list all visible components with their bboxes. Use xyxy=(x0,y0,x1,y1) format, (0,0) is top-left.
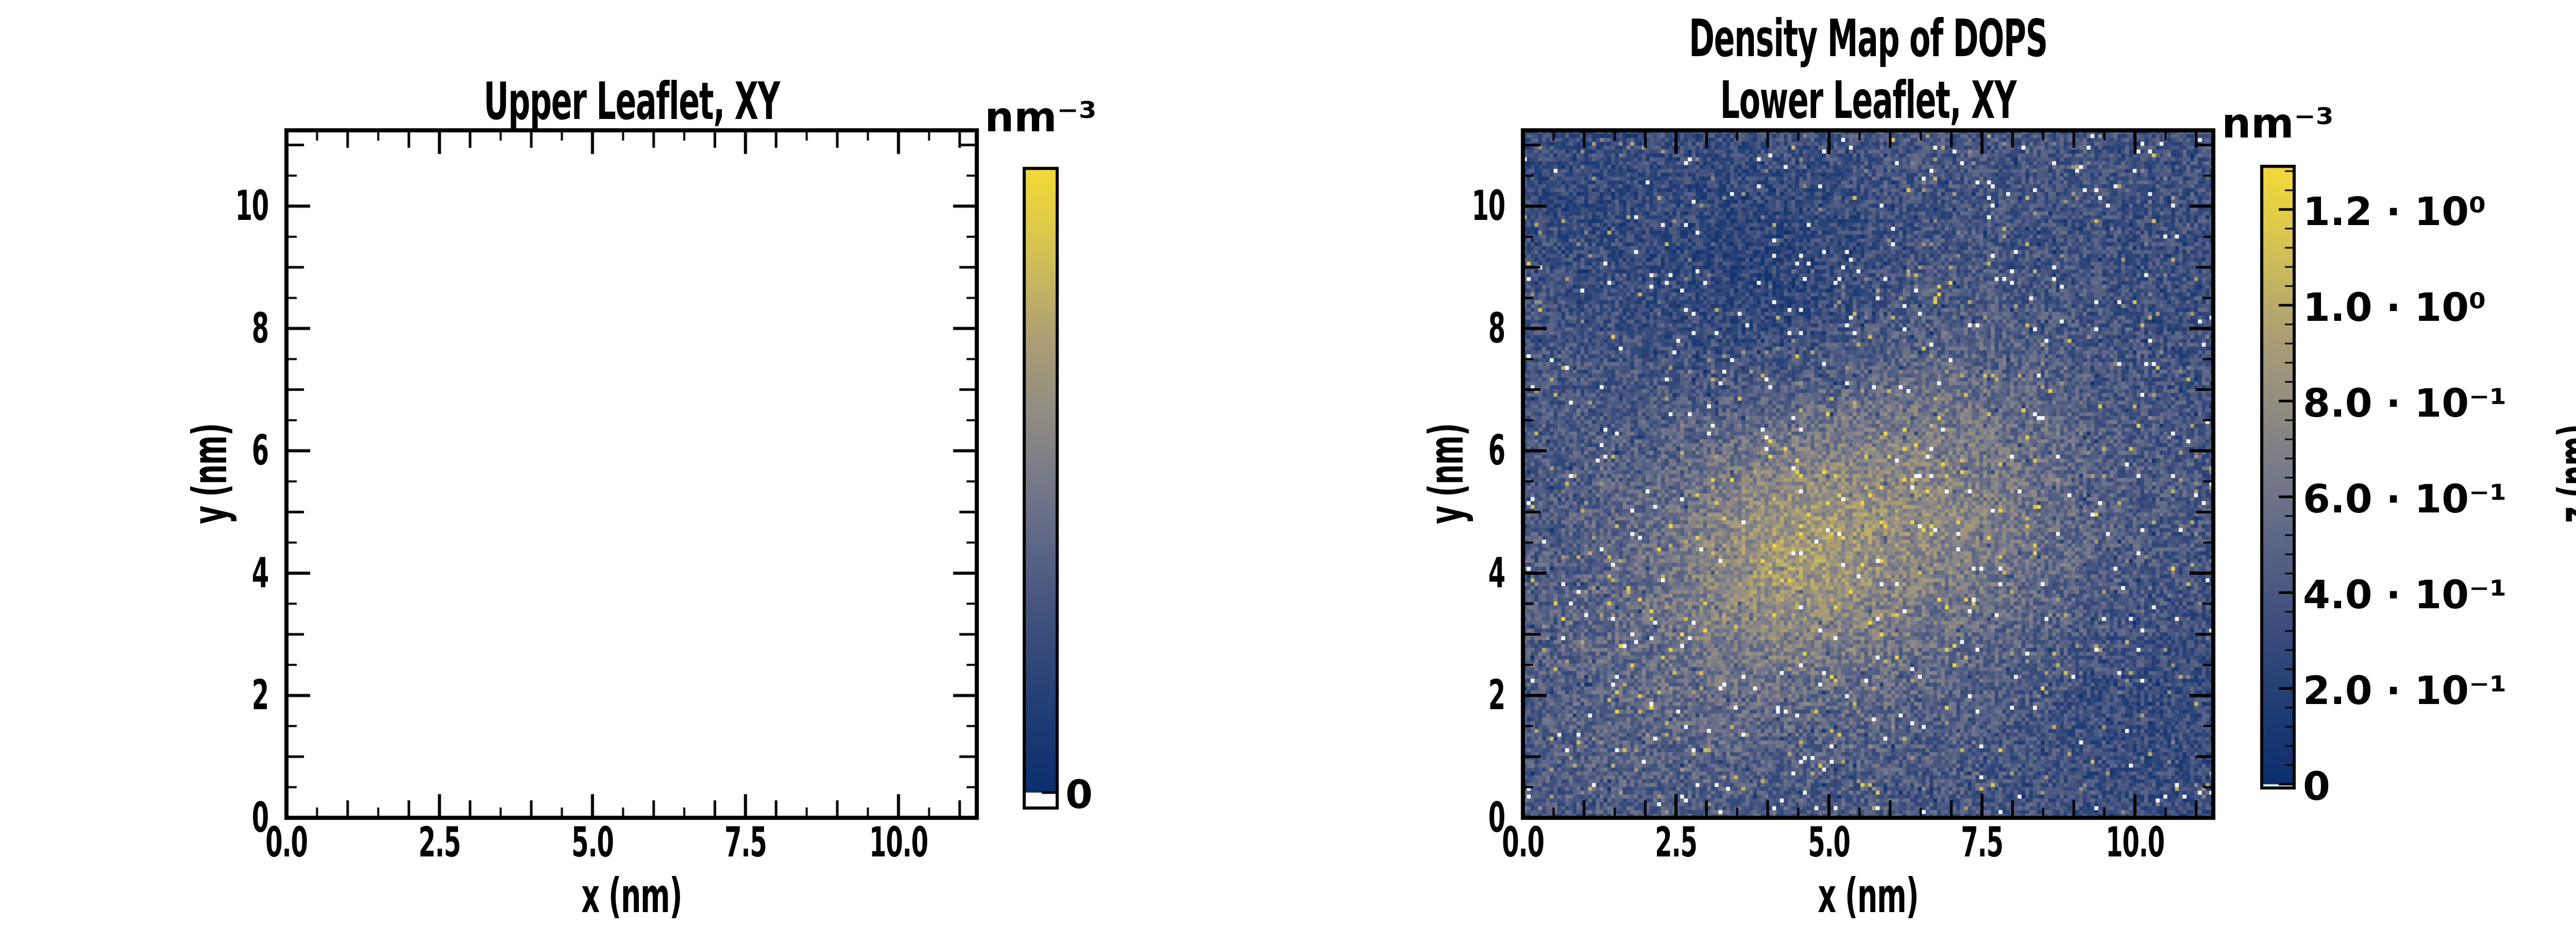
y-tick-label: 6 xyxy=(1488,426,1505,475)
y-tick-label: 0 xyxy=(1488,794,1505,842)
x-tick-label: 0.0 xyxy=(265,818,308,866)
x-tick-label: 10.0 xyxy=(869,818,928,866)
colorbar1-tick-label: 0 xyxy=(1065,771,1093,817)
y-tick-label: 10 xyxy=(235,182,269,230)
figure-suptitle: Density Map of DOPS xyxy=(1689,8,2048,68)
y-tick-label: 2 xyxy=(251,671,269,719)
y-tick-label: 2 xyxy=(1488,671,1505,719)
x-tick-label: 10.0 xyxy=(2106,818,2165,866)
panel1-xlabel: x (nm) xyxy=(581,868,683,923)
x-tick-label: 2.5 xyxy=(1655,818,1698,866)
y-tick-label: 8 xyxy=(1488,304,1505,352)
x-tick-label: 7.5 xyxy=(724,818,767,866)
x-tick-label: 7.5 xyxy=(1961,818,2004,866)
colorbar2-tick-label: 6.0 · 10⁻¹ xyxy=(2303,475,2507,522)
colorbar2-tick-label: 1.2 · 10⁰ xyxy=(2303,188,2486,234)
panel3-ylabel: z (nm) xyxy=(2548,424,2576,523)
y-tick-label: 10 xyxy=(1471,182,1506,230)
panel2-ylabel: y (nm) xyxy=(1419,423,1474,524)
y-tick-label: 0 xyxy=(251,794,269,842)
panel1-ylabel: y (nm) xyxy=(182,423,238,524)
panel2-xlabel: x (nm) xyxy=(1818,868,1919,923)
x-tick-label: 2.5 xyxy=(418,818,461,866)
y-tick-label: 6 xyxy=(251,426,269,475)
colorbar2-tick-label: 8.0 · 10⁻¹ xyxy=(2303,380,2507,426)
y-tick-label: 4 xyxy=(251,548,269,597)
x-tick-label: 5.0 xyxy=(571,818,614,866)
y-tick-label: 4 xyxy=(1488,548,1505,597)
y-tick-label: 8 xyxy=(251,304,269,352)
x-tick-label: 5.0 xyxy=(1808,818,1851,866)
colorbar1-unit-label: nm⁻³ xyxy=(985,93,1097,141)
colorbar2-tick-label: 4.0 · 10⁻¹ xyxy=(2303,571,2507,617)
panel1-title: Upper Leaflet, XY xyxy=(483,71,780,131)
panel2-title: Lower Leaflet, XY xyxy=(1720,70,2017,130)
colorbar2-unit-label: nm⁻³ xyxy=(2222,99,2334,147)
x-tick-label: 0.0 xyxy=(1502,818,1545,866)
colorbar2-tick-label: 1.0 · 10⁰ xyxy=(2303,284,2486,330)
colorbar2-tick-label: 2.0 · 10⁻¹ xyxy=(2303,667,2507,713)
colorbar2-tick-label: 0 xyxy=(2303,763,2330,809)
